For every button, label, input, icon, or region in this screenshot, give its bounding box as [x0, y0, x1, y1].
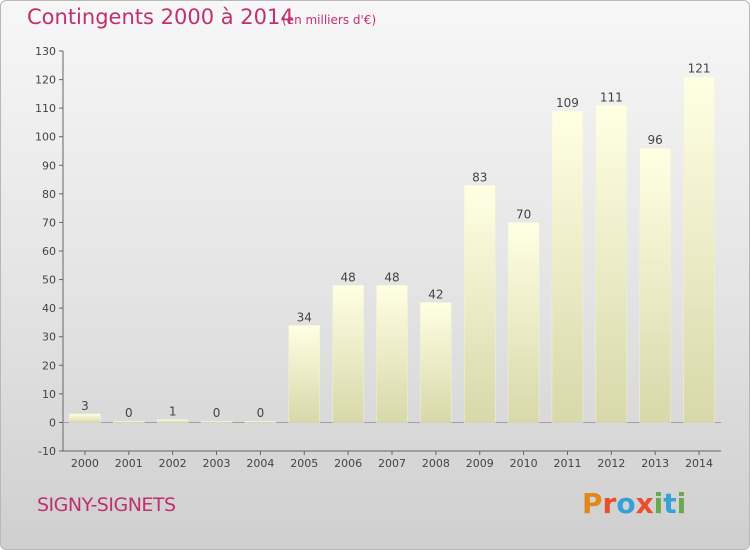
- x-tick-label: 2003: [203, 457, 231, 470]
- y-tick-label: 40: [42, 302, 56, 315]
- bar: [244, 420, 277, 423]
- bar: [69, 413, 101, 423]
- bar: [113, 420, 145, 423]
- bar: [376, 285, 408, 423]
- bar: [200, 420, 233, 423]
- data-label: 42: [428, 287, 443, 301]
- bar: [595, 105, 628, 423]
- x-tick-label: 2007: [378, 457, 406, 470]
- logo-letter: x: [635, 487, 654, 520]
- data-label: 3: [81, 399, 89, 413]
- x-tick-label: 2004: [246, 457, 274, 470]
- bar: [332, 285, 364, 423]
- x-tick-label: 2012: [597, 457, 625, 470]
- bar: [639, 147, 671, 423]
- x-tick-label: 2002: [159, 457, 187, 470]
- x-tick-label: 2005: [290, 457, 318, 470]
- bar: [156, 419, 189, 423]
- y-tick-label: 10: [42, 388, 56, 401]
- bar: [463, 185, 496, 423]
- y-tick-label: 20: [42, 359, 56, 372]
- data-label: 109: [556, 96, 579, 110]
- chart-subtitle: (en milliers d'€): [282, 13, 377, 27]
- y-tick-label: 60: [42, 245, 56, 258]
- y-tick-label: 30: [42, 331, 56, 344]
- y-tick-label: 90: [42, 159, 56, 172]
- y-tick-label: 110: [35, 102, 56, 115]
- data-label: 111: [600, 90, 623, 104]
- data-label: 48: [384, 270, 399, 284]
- bar: [507, 222, 540, 423]
- chart-title: Contingents 2000 à 2014: [27, 5, 294, 29]
- x-tick-label: 2010: [510, 457, 538, 470]
- data-label: 48: [340, 270, 355, 284]
- proxiti-logo: Proxiti: [582, 487, 686, 520]
- place-name: SIGNY-SIGNETS: [37, 494, 176, 516]
- data-label: 0: [213, 406, 221, 420]
- data-label: 0: [125, 406, 133, 420]
- y-tick-label: 80: [42, 188, 56, 201]
- x-tick-label: 2008: [422, 457, 450, 470]
- logo-letter: i: [676, 487, 687, 520]
- logo-letter: t: [663, 487, 677, 520]
- y-tick-label: 0: [49, 416, 56, 429]
- x-tick-label: 2001: [115, 457, 143, 470]
- data-label: 83: [472, 170, 487, 184]
- bar: [683, 76, 715, 423]
- bar: [420, 302, 452, 423]
- bar: [551, 110, 584, 423]
- logo-letter: r: [602, 487, 617, 520]
- data-label: 96: [648, 133, 663, 147]
- data-label: 0: [257, 406, 265, 420]
- y-tick-label: 120: [35, 74, 56, 87]
- data-label: 34: [297, 310, 312, 324]
- logo-letter: o: [616, 487, 636, 520]
- logo-letter: i: [653, 487, 664, 520]
- data-label: 70: [516, 207, 531, 221]
- y-tick-label: 130: [35, 45, 56, 58]
- x-tick-label: 2000: [71, 457, 99, 470]
- x-tick-label: 2014: [685, 457, 713, 470]
- bar: [288, 325, 321, 423]
- data-label: 1: [169, 405, 177, 419]
- x-tick-label: 2009: [466, 457, 494, 470]
- x-tick-label: 2013: [641, 457, 669, 470]
- data-label: 121: [688, 62, 711, 76]
- y-tick-label: -10: [38, 445, 56, 458]
- y-tick-label: 70: [42, 216, 56, 229]
- y-tick-label: 100: [35, 131, 56, 144]
- y-tick-label: 50: [42, 274, 56, 287]
- x-tick-label: 2011: [553, 457, 581, 470]
- x-tick-label: 2006: [334, 457, 362, 470]
- logo-letter: P: [582, 487, 603, 520]
